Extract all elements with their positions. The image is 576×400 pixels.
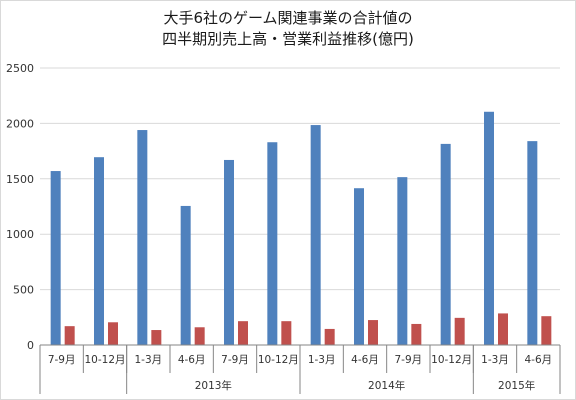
bar-series-2 bbox=[498, 313, 508, 345]
x-year-label: 2014年 bbox=[368, 379, 405, 392]
bar-series-2 bbox=[64, 326, 75, 345]
bar-series-1 bbox=[397, 177, 408, 345]
x-category-label: 10-12月 bbox=[84, 354, 125, 366]
bar-series-1 bbox=[527, 141, 538, 345]
bar-series-2 bbox=[281, 321, 292, 345]
bar-series-2 bbox=[541, 316, 552, 345]
bar-series-1 bbox=[224, 159, 234, 345]
bar-series-2 bbox=[368, 320, 378, 345]
x-category-label: 1-3月 bbox=[481, 354, 509, 366]
y-tick-label: 2500 bbox=[6, 62, 34, 75]
bar-series-2 bbox=[238, 321, 248, 345]
x-category-label: 1-3月 bbox=[308, 354, 336, 366]
bar-series-2 bbox=[108, 322, 118, 345]
bar-series-1 bbox=[180, 205, 191, 345]
bar-series-1 bbox=[137, 130, 148, 345]
chart-title-line-2: 四半期別売上高・営業利益推移(億円) bbox=[162, 30, 414, 48]
bar-series-2 bbox=[454, 317, 465, 345]
bar-series-1 bbox=[354, 188, 364, 345]
x-category-label: 4-6月 bbox=[351, 354, 379, 366]
bar-series-1 bbox=[484, 111, 494, 346]
x-year-label: 2015年 bbox=[498, 379, 535, 392]
x-category-label: 10-12月 bbox=[431, 354, 472, 366]
bar-series-1 bbox=[50, 171, 61, 345]
bar-series-2 bbox=[411, 323, 422, 345]
y-tick-label: 500 bbox=[13, 284, 34, 297]
x-category-label: 10-12月 bbox=[258, 354, 299, 366]
chart-title: 大手6社のゲーム関連事業の合計値の 四半期別売上高・営業利益推移(億円) bbox=[0, 8, 576, 50]
x-category-label: 7-9月 bbox=[221, 354, 249, 366]
y-tick-label: 2000 bbox=[6, 117, 34, 130]
x-category-label: 1-3月 bbox=[135, 354, 163, 366]
x-category-label: 7-9月 bbox=[395, 354, 423, 366]
x-year-label: 2013年 bbox=[195, 379, 232, 392]
bar-series-1 bbox=[94, 157, 104, 345]
x-category-label: 7-9月 bbox=[48, 354, 76, 366]
x-category-label: 4-6月 bbox=[178, 354, 206, 366]
x-category-label: 4-6月 bbox=[525, 354, 553, 366]
y-tick-label: 0 bbox=[27, 339, 34, 352]
bar-series-1 bbox=[310, 125, 321, 345]
chart-title-line-1: 大手6社のゲーム関連事業の合計値の bbox=[163, 9, 413, 27]
y-tick-label: 1000 bbox=[6, 228, 34, 241]
bar-series-2 bbox=[151, 330, 162, 345]
bar-series-1 bbox=[267, 142, 278, 345]
bar-series-2 bbox=[194, 327, 205, 345]
y-tick-label: 1500 bbox=[6, 173, 34, 186]
bar-series-1 bbox=[440, 143, 451, 345]
bar-series-2 bbox=[324, 328, 335, 345]
